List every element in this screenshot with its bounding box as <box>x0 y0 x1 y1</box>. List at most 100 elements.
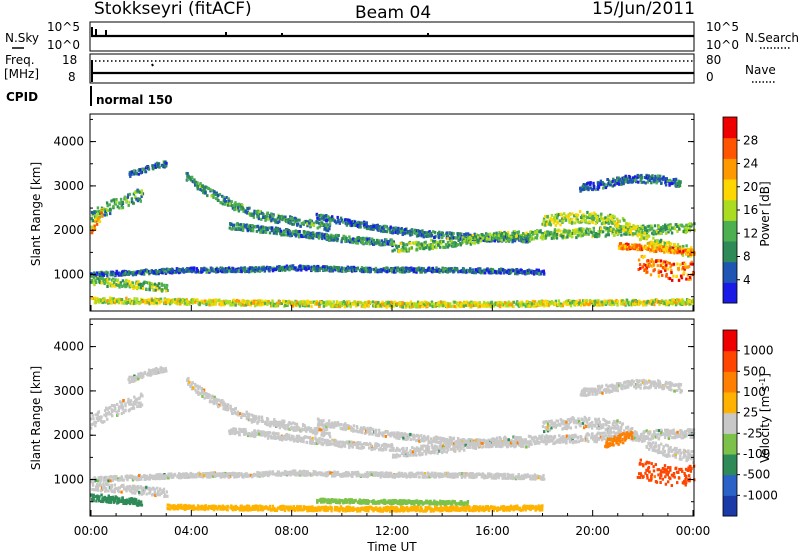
scatter-cell <box>109 282 112 286</box>
scatter-cell <box>108 296 112 300</box>
scatter-cell <box>276 301 279 305</box>
scatter-cell <box>648 263 652 267</box>
scatter-cell <box>90 296 94 300</box>
scatter-cell <box>356 303 360 307</box>
scatter-cell <box>394 227 398 231</box>
scatter-cell <box>592 181 595 185</box>
scatter-cell <box>340 304 343 307</box>
nsky-panel: N.Sky 10^5 10^0 10^5 10^0 N.Search <box>5 20 799 52</box>
scatter-cell <box>386 227 390 231</box>
scatter-cell <box>659 300 662 304</box>
scatter-cell <box>545 299 548 303</box>
scatter-cell <box>417 234 420 238</box>
scatter-cell <box>367 300 370 304</box>
scatter-cell <box>349 302 353 306</box>
scatter-cell <box>216 194 220 198</box>
scatter-cell <box>455 301 459 305</box>
scatter-cell <box>203 266 206 270</box>
scatter-cell <box>237 267 240 271</box>
scatter-cell <box>234 303 237 307</box>
scatter-cell <box>316 226 319 230</box>
scatter-cell <box>377 241 380 245</box>
scatter-cell <box>403 249 406 253</box>
scatter-cell <box>189 178 193 182</box>
scatter-cell <box>544 215 547 218</box>
scatter-cell <box>450 244 454 248</box>
scatter-cell <box>495 236 498 239</box>
scatter-cell <box>635 225 638 229</box>
scatter-cell <box>507 304 510 308</box>
scatter-cell <box>349 305 352 309</box>
scatter-cell <box>256 211 259 214</box>
scatter-cell <box>228 202 232 206</box>
scatter-cell <box>642 300 646 304</box>
scatter-cell <box>465 270 468 274</box>
scatter-cell <box>619 225 622 228</box>
scatter-cell <box>687 223 690 226</box>
scatter-cell <box>666 241 669 245</box>
scatter-cell <box>119 283 122 287</box>
scatter-cell <box>405 303 408 307</box>
scatter-cell <box>318 304 321 308</box>
scatter-cell <box>643 228 647 232</box>
scatter-cell <box>159 297 163 301</box>
scatter-cell <box>148 285 152 288</box>
scatter-cell <box>453 267 457 271</box>
scatter-cell <box>622 218 626 222</box>
scatter-cell <box>367 266 370 270</box>
scatter-cell <box>608 299 611 303</box>
scatter-cell <box>554 299 558 303</box>
scatter-cell <box>505 237 508 240</box>
scatter-cell <box>93 271 96 275</box>
scatter-cell <box>157 270 161 273</box>
scatter-cell <box>212 196 215 199</box>
scatter-cell <box>251 268 254 272</box>
scatter-cell <box>477 235 480 239</box>
scatter-cell <box>488 303 492 307</box>
scatter-cell <box>270 303 274 307</box>
scatter-cell <box>431 266 435 270</box>
scatter-cell <box>578 299 581 303</box>
scatter-cell <box>431 247 435 251</box>
scatter-cell <box>583 303 586 307</box>
scatter-cell <box>506 231 510 235</box>
scatter-cell <box>235 203 239 207</box>
scatter-cell <box>657 271 660 275</box>
scatter-cell <box>409 229 412 233</box>
scatter-cell <box>483 304 486 308</box>
scatter-cell <box>103 213 107 217</box>
scatter-cell <box>214 197 218 201</box>
scatter-cell <box>547 303 551 307</box>
scatter-cell <box>526 300 529 303</box>
scatter-cell <box>634 226 637 230</box>
scatter-cell <box>476 268 480 272</box>
scatter-cell <box>118 206 121 210</box>
scatter-cell <box>469 239 472 243</box>
scatter-cell <box>322 301 325 305</box>
scatter-cell <box>311 300 314 304</box>
scatter-cell <box>645 266 649 270</box>
scatter-cell <box>477 241 480 245</box>
scatter-cell <box>427 266 431 270</box>
scatter-cell <box>524 270 527 274</box>
scatter-cell <box>227 266 231 270</box>
scatter-cell <box>639 228 642 231</box>
scatter-cell <box>625 226 628 230</box>
scatter-cell <box>298 304 302 308</box>
scatter-cell <box>136 298 139 302</box>
scatter-cell <box>436 269 439 273</box>
scatter-cell <box>273 229 276 233</box>
scatter-cell <box>155 271 159 275</box>
scatter-cell <box>527 268 531 272</box>
scatter-cell <box>639 248 642 252</box>
scatter-cell <box>454 244 457 248</box>
scatter-cell <box>611 216 614 220</box>
scatter-cell <box>380 243 383 247</box>
scatter-cell <box>231 303 234 307</box>
scatter-cell <box>323 233 326 237</box>
scatter-cell <box>267 266 270 270</box>
scatter-cell <box>578 302 581 306</box>
scatter-cell <box>667 230 670 234</box>
scatter-cell <box>632 226 635 230</box>
scatter-cell <box>206 186 210 190</box>
